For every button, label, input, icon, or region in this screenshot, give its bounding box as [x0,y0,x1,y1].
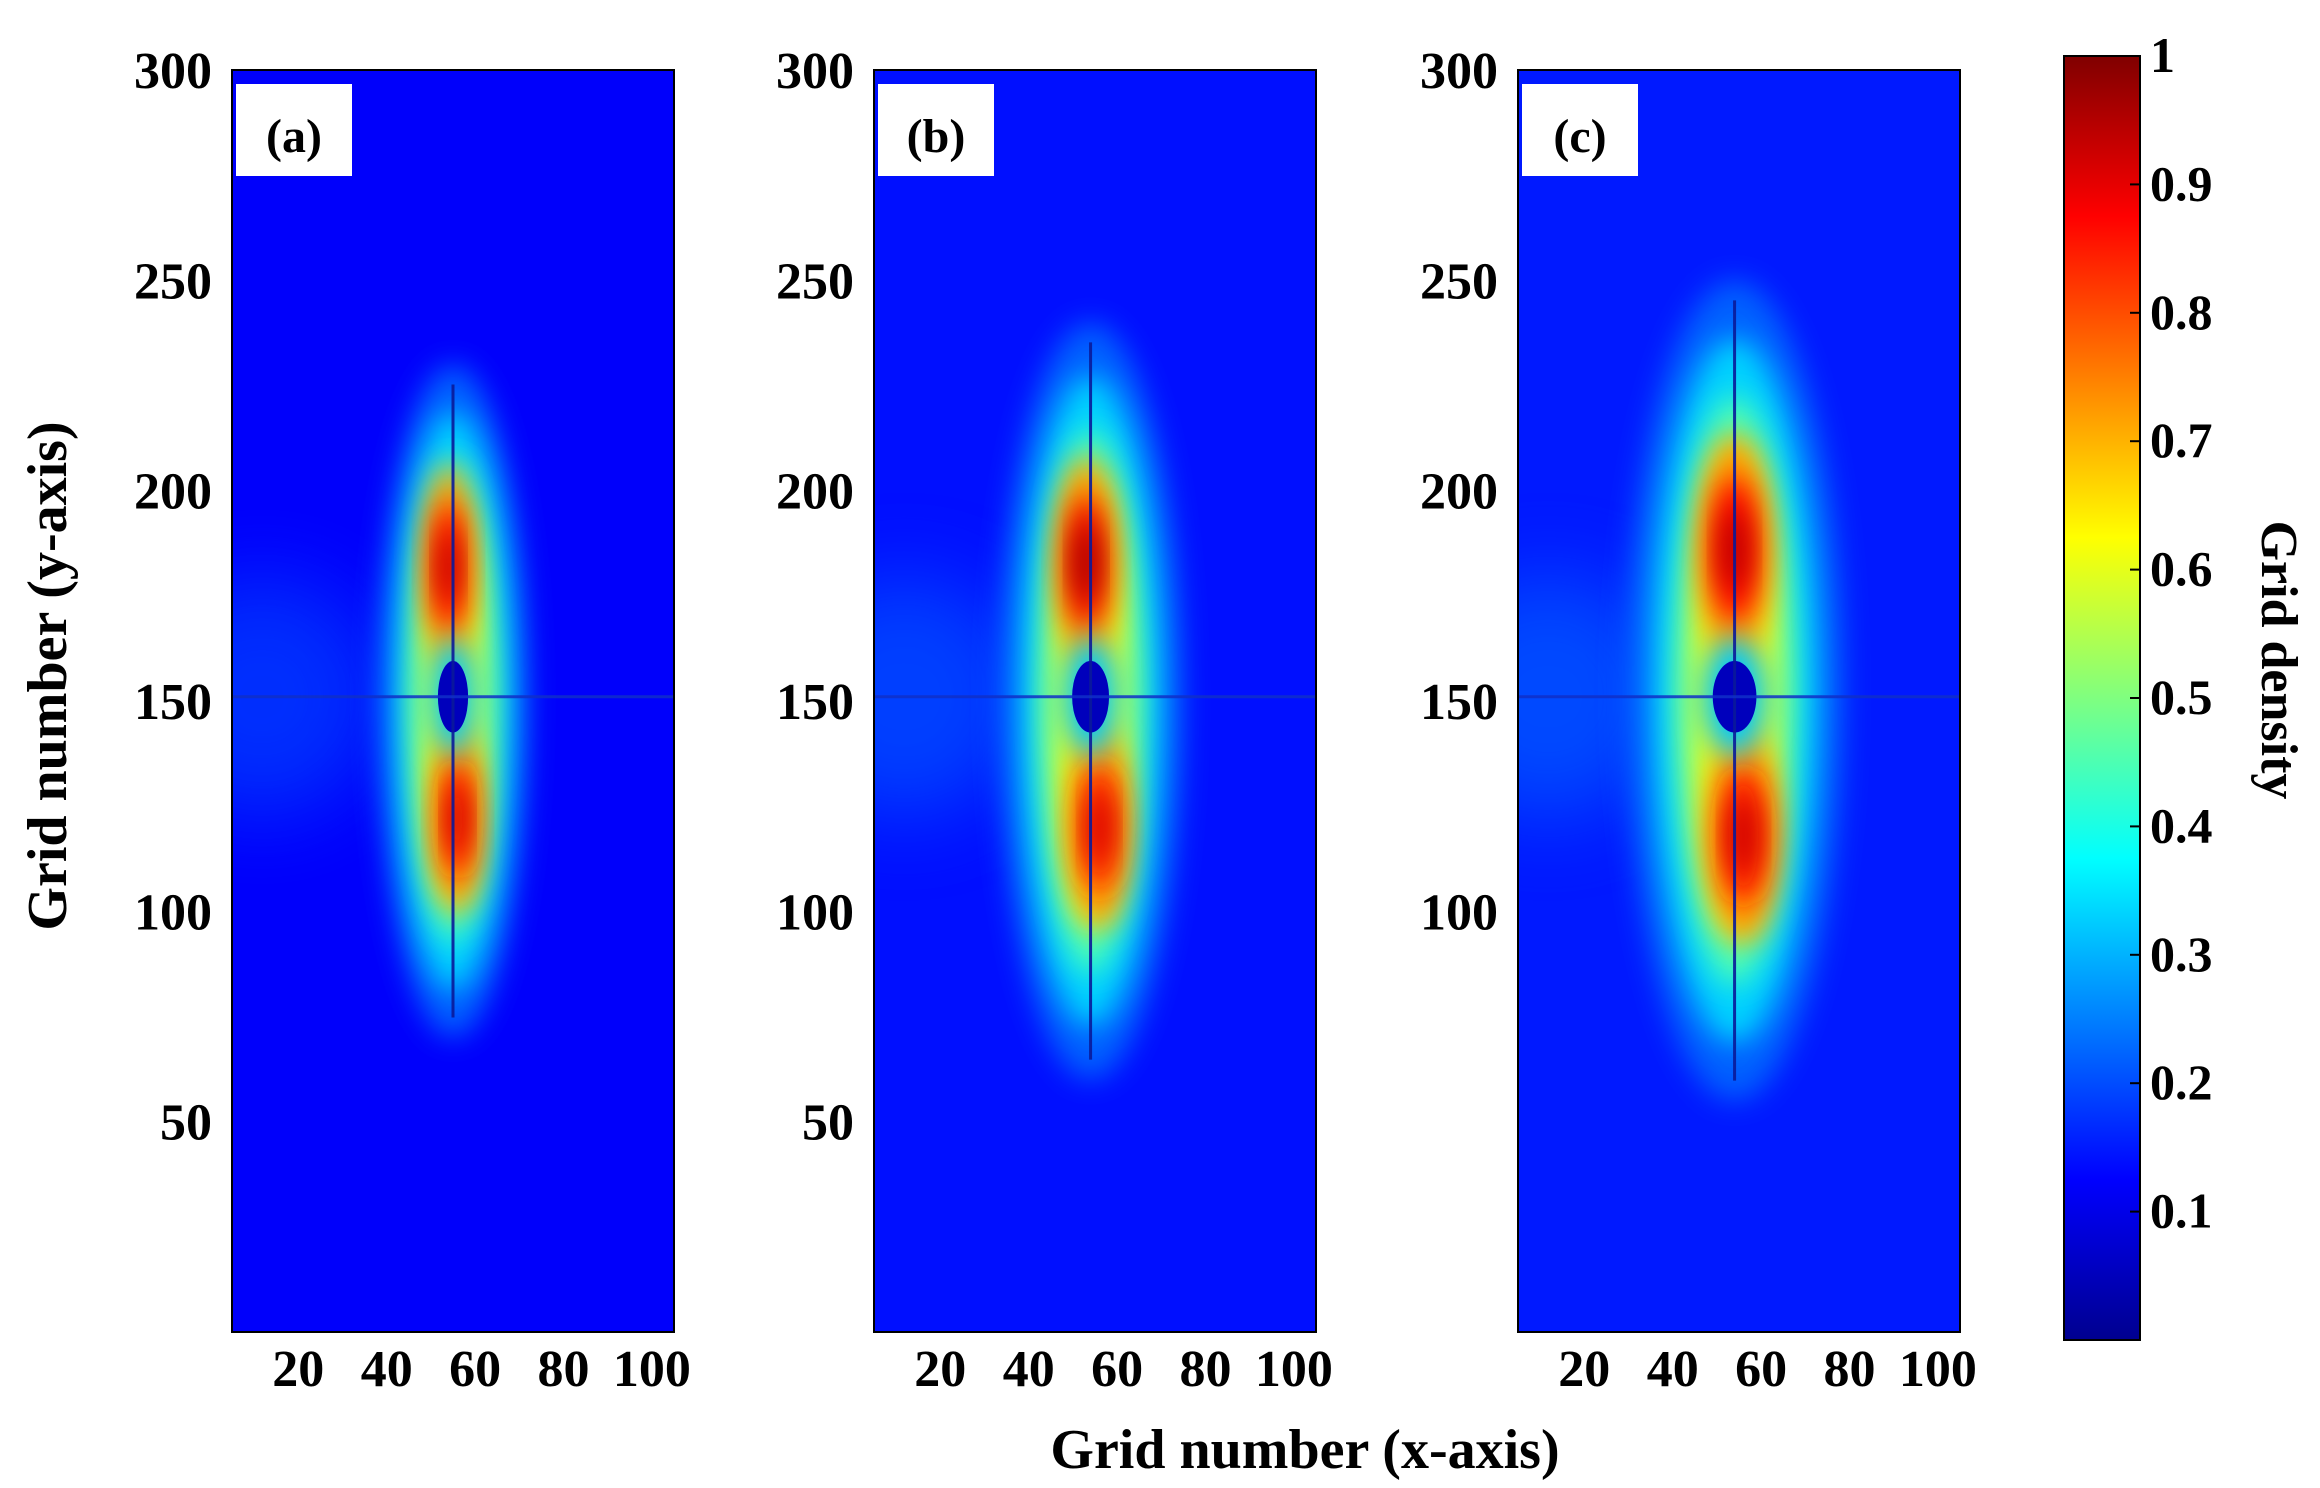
colorbar-gradient [2063,55,2141,1341]
peak-core [1730,796,1757,875]
y-tick-label: 250 [776,253,854,310]
colorbar-tick-label: 0.8 [2150,284,2213,340]
x-tick-label: 80 [538,1341,590,1398]
panel-label-box [1522,84,1638,176]
x-tick-label: 100 [1899,1341,1977,1398]
heatmap-panel-1: (a) 50 100 150 200 250 300 20 40 60 80 100 [134,43,691,1398]
y-tick-label: 200 [776,464,854,521]
y-tick-label: 100 [776,884,854,941]
panel-label-box [236,84,352,176]
y-tick-label: 300 [776,43,854,100]
y-tick-label: 100 [1420,884,1498,941]
y-tick-label: 250 [1420,253,1498,310]
x-axis-label: Grid number (x-axis) [1050,1419,1559,1481]
y-tick-label: 200 [1420,464,1498,521]
x-tick-label: 40 [361,1341,413,1398]
peak-core [1088,790,1111,864]
plot-frame [231,69,675,1333]
x-tick-label: 60 [1735,1341,1787,1398]
y-tick-label: 50 [160,1095,212,1152]
x-tick-label: 60 [1091,1341,1143,1398]
colorbar-tick-label: 0.1 [2150,1183,2213,1239]
colorbar-tick-label: 0.3 [2150,926,2213,982]
y-tick-label: 50 [802,1095,854,1152]
plot-frame [873,69,1317,1333]
panel-label-box [878,84,994,176]
peak-core [1075,524,1097,600]
plot-frame [1517,69,1961,1333]
y-tick-label: 150 [776,674,854,731]
x-tick-label: 60 [449,1341,501,1398]
heatmap-panels: (a) 50 100 150 200 250 300 20 40 60 80 100 (b) 50 100 1… [134,43,1977,1398]
peak-core [439,529,458,603]
y-tick-label: 300 [1420,43,1498,100]
x-tick-label: 80 [1180,1341,1232,1398]
colorbar-tick-label: 0.6 [2150,541,2213,597]
colorbar-tick-label: 0.9 [2150,155,2213,211]
x-tick-label: 80 [1824,1341,1876,1398]
heatmap-panel-3: (c) 100 150 200 250 300 20 40 60 80 100 [1420,43,1977,1398]
panel-label: (c) [1553,110,1606,163]
colorbar-tick-label: 0.5 [2150,669,2213,725]
y-axis-label: Grid number (y-axis) [17,421,79,930]
colorbar: 0.1 0.2 0.3 0.4 0.5 0.6 0.7 0.8 0.9 1 Grid densit… [2063,27,2307,1341]
y-tick-label: 200 [134,464,212,521]
y-tick-label: 150 [1420,674,1498,731]
y-tick-label: 250 [134,253,212,310]
colorbar-ticks: 0.1 0.2 0.3 0.4 0.5 0.6 0.7 0.8 0.9 1 [2130,27,2213,1239]
peak-core [448,784,467,853]
x-tick-label: 40 [1647,1341,1699,1398]
colorbar-tick-label: 0.7 [2150,412,2213,468]
colorbar-label: Grid density [2250,521,2307,800]
panel-label: (b) [907,110,966,163]
x-tick-label: 20 [1558,1341,1610,1398]
colorbar-tick-label: 0.4 [2150,797,2213,853]
panel-label: (a) [266,110,322,163]
x-tick-label: 20 [272,1341,324,1398]
x-tick-label: 20 [914,1341,966,1398]
x-tick-label: 40 [1003,1341,1055,1398]
colorbar-tick-label: 1 [2150,27,2175,83]
y-tick-label: 300 [134,43,212,100]
colorbar-tick-label: 0.2 [2150,1054,2213,1110]
x-tick-label: 100 [1255,1341,1333,1398]
x-tick-label: 100 [613,1341,691,1398]
y-tick-label: 100 [134,884,212,941]
heatmap-panel-2: (b) 50 100 150 200 250 300 20 40 60 80 100 [776,43,1333,1398]
y-tick-label: 150 [134,674,212,731]
